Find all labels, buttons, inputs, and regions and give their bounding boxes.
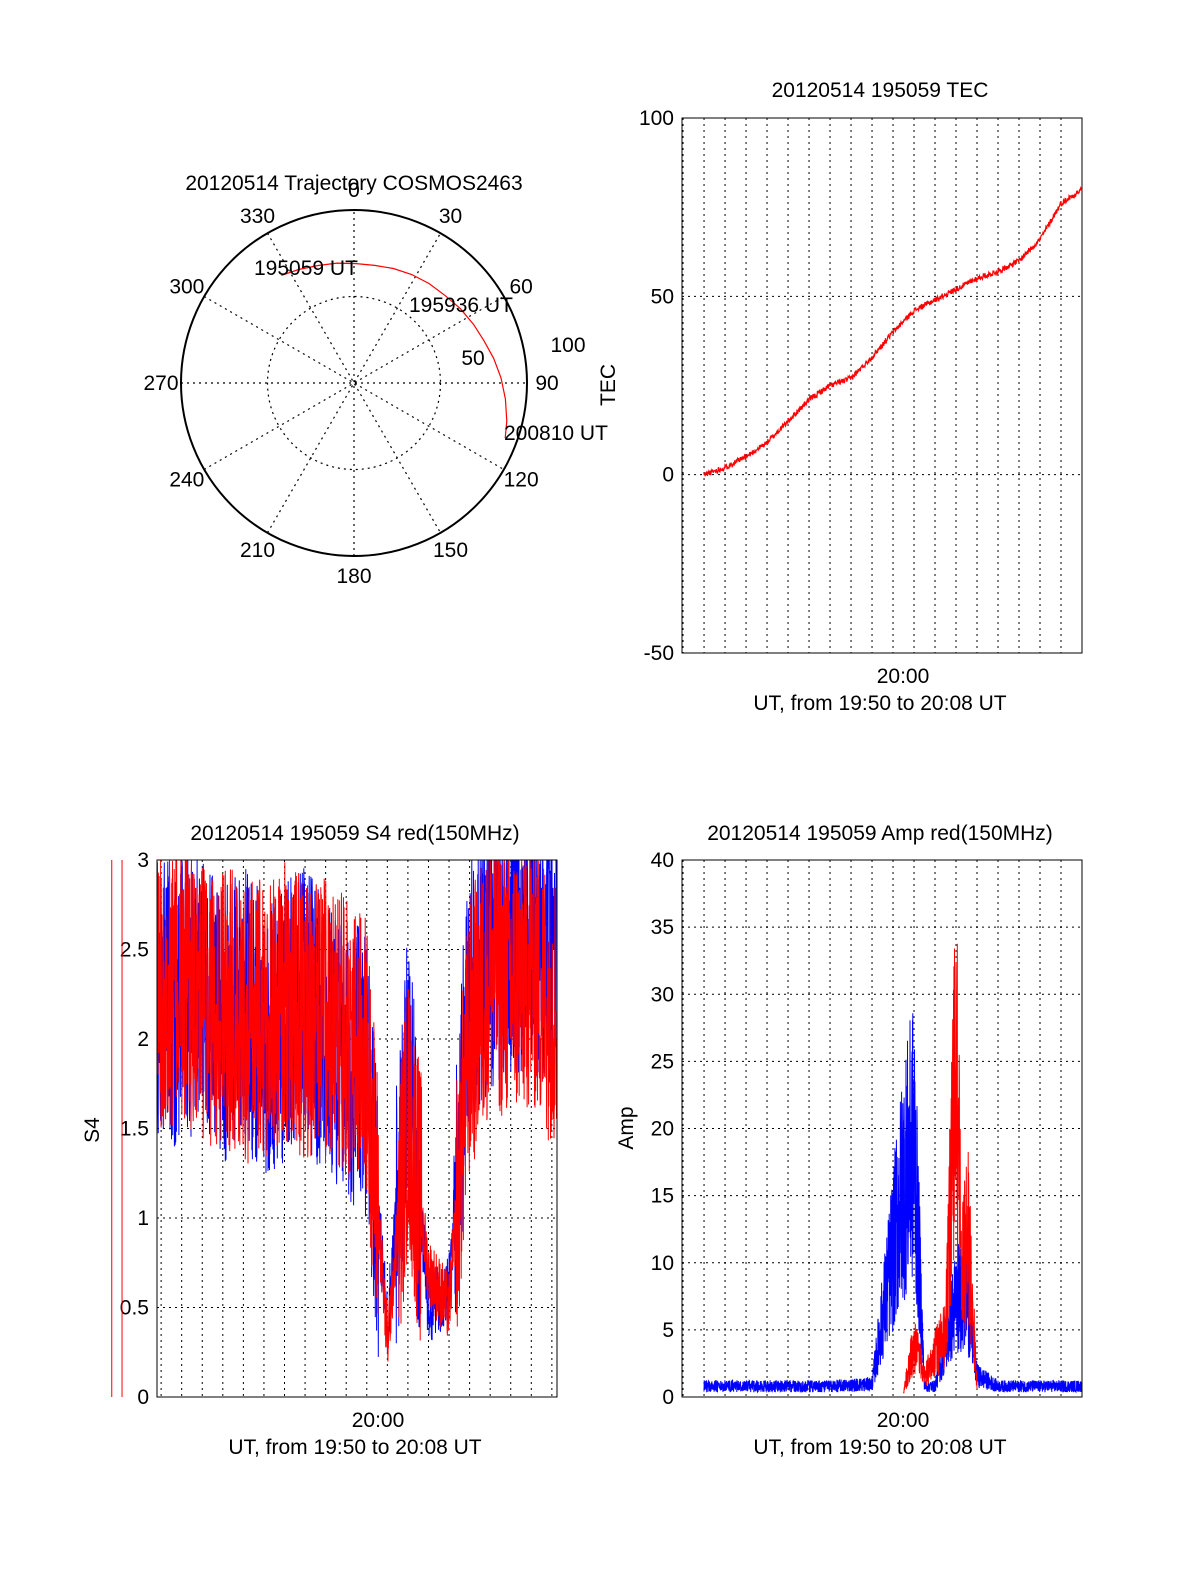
y-tick-label: 2.5 [120,939,149,962]
y-tick-label: 15 [651,1185,674,1208]
y-tick-label: 40 [651,849,674,872]
ring-label-50: 50 [461,347,484,370]
polar-spoke [266,232,442,534]
tec-series-line [703,185,1083,477]
trajectory-polar-chart: 20120514 Trajectory COSMOS2463 0 30 60 90 12… [143,172,608,588]
tec-plot-frame [681,117,1083,654]
amp-chart: 20120514 195059 Amp red(150MHz) 40 35 30 25… [615,822,1083,1459]
y-tick-label: 5 [662,1319,674,1342]
tec-chart: 20120514 195059 TEC 100 50 0 -50 20:00 UT, … [597,79,1083,715]
trajectory-track [281,262,508,439]
s4-red-dropout-spikes [111,860,123,1397]
tec-x-tick-label: 20:00 [877,665,930,688]
azimuth-label: 180 [336,565,371,588]
polar-azimuth-labels: 0 30 60 90 120 150 180 210 240 270 300 330 [143,179,558,588]
y-tick-label: 25 [651,1050,674,1073]
marker-mid-label: 195936 UT [409,294,513,317]
y-tick-label: 1.5 [120,1118,149,1141]
s4-chart: 20120514 195059 S4 red(150MHz) 3 2.5 2 1.5 1… [81,822,558,1459]
y-tick-label: 0 [137,1386,149,1409]
polar-grid [180,209,528,557]
tec-y-axis-label: TEC [597,364,620,406]
amp-blue-series [703,1013,1083,1394]
y-tick-label: 10 [651,1252,674,1275]
s4-y-axis-label: S4 [81,1117,104,1143]
tec-x-axis-label: UT, from 19:50 to 20:08 UT [753,692,1006,715]
ring-label-100: 100 [550,334,585,357]
s4-red-series [156,859,557,1362]
azimuth-label: 120 [504,469,539,492]
amp-x-axis-label: UT, from 19:50 to 20:08 UT [753,1436,1006,1459]
tec-y-tick-labels: 100 50 0 -50 [639,107,674,665]
amp-title: 20120514 195059 Amp red(150MHz) [707,822,1053,845]
marker-start-label: 195059 UT [254,257,358,280]
trajectory-title: 20120514 Trajectory COSMOS2463 [185,172,522,195]
s4-x-tick-label: 20:00 [352,1409,405,1432]
polar-spoke [266,232,442,534]
y-tick-label: 50 [651,285,674,308]
tec-grid [682,117,1083,654]
tec-title: 20120514 195059 TEC [772,79,989,102]
amp-plot-frame [681,859,1083,1398]
y-tick-label: 0 [662,464,674,487]
y-tick-label: 1 [137,1207,149,1230]
polar-ring-50 [266,295,442,471]
s4-title: 20120514 195059 S4 red(150MHz) [190,822,519,845]
y-tick-label: 30 [651,983,674,1006]
azimuth-label: 240 [169,469,204,492]
y-tick-label: 0.5 [120,1297,149,1320]
s4-y-tick-labels: 3 2.5 2 1.5 1 0.5 0 [120,849,149,1409]
y-tick-label: 2 [137,1028,149,1051]
azimuth-label: 0 [348,179,360,202]
s4-x-axis-label: UT, from 19:50 to 20:08 UT [228,1436,481,1459]
amp-y-axis-label: Amp [615,1106,638,1149]
azimuth-label: 270 [143,372,178,395]
azimuth-label: 330 [240,205,275,228]
polar-spoke [203,295,505,471]
amp-y-tick-labels: 40 35 30 25 20 15 10 5 0 [651,849,674,1409]
y-tick-label: 3 [137,849,149,872]
amp-red-series [903,943,978,1394]
azimuth-label: 150 [433,539,468,562]
y-tick-label: 100 [639,107,674,130]
polar-spoke [203,295,505,471]
y-tick-label: 0 [662,1386,674,1409]
y-tick-label: 20 [651,1118,674,1141]
marker-end-label: 200810 UT [504,422,608,445]
y-tick-label: 35 [651,916,674,939]
s4-plot-frame [156,859,558,1398]
azimuth-label: 210 [240,539,275,562]
azimuth-label: 300 [169,276,204,299]
azimuth-label: 90 [535,372,558,395]
y-tick-label: -50 [644,642,674,665]
azimuth-label: 60 [509,276,532,299]
amp-x-tick-label: 20:00 [877,1409,930,1432]
azimuth-label: 30 [439,205,462,228]
